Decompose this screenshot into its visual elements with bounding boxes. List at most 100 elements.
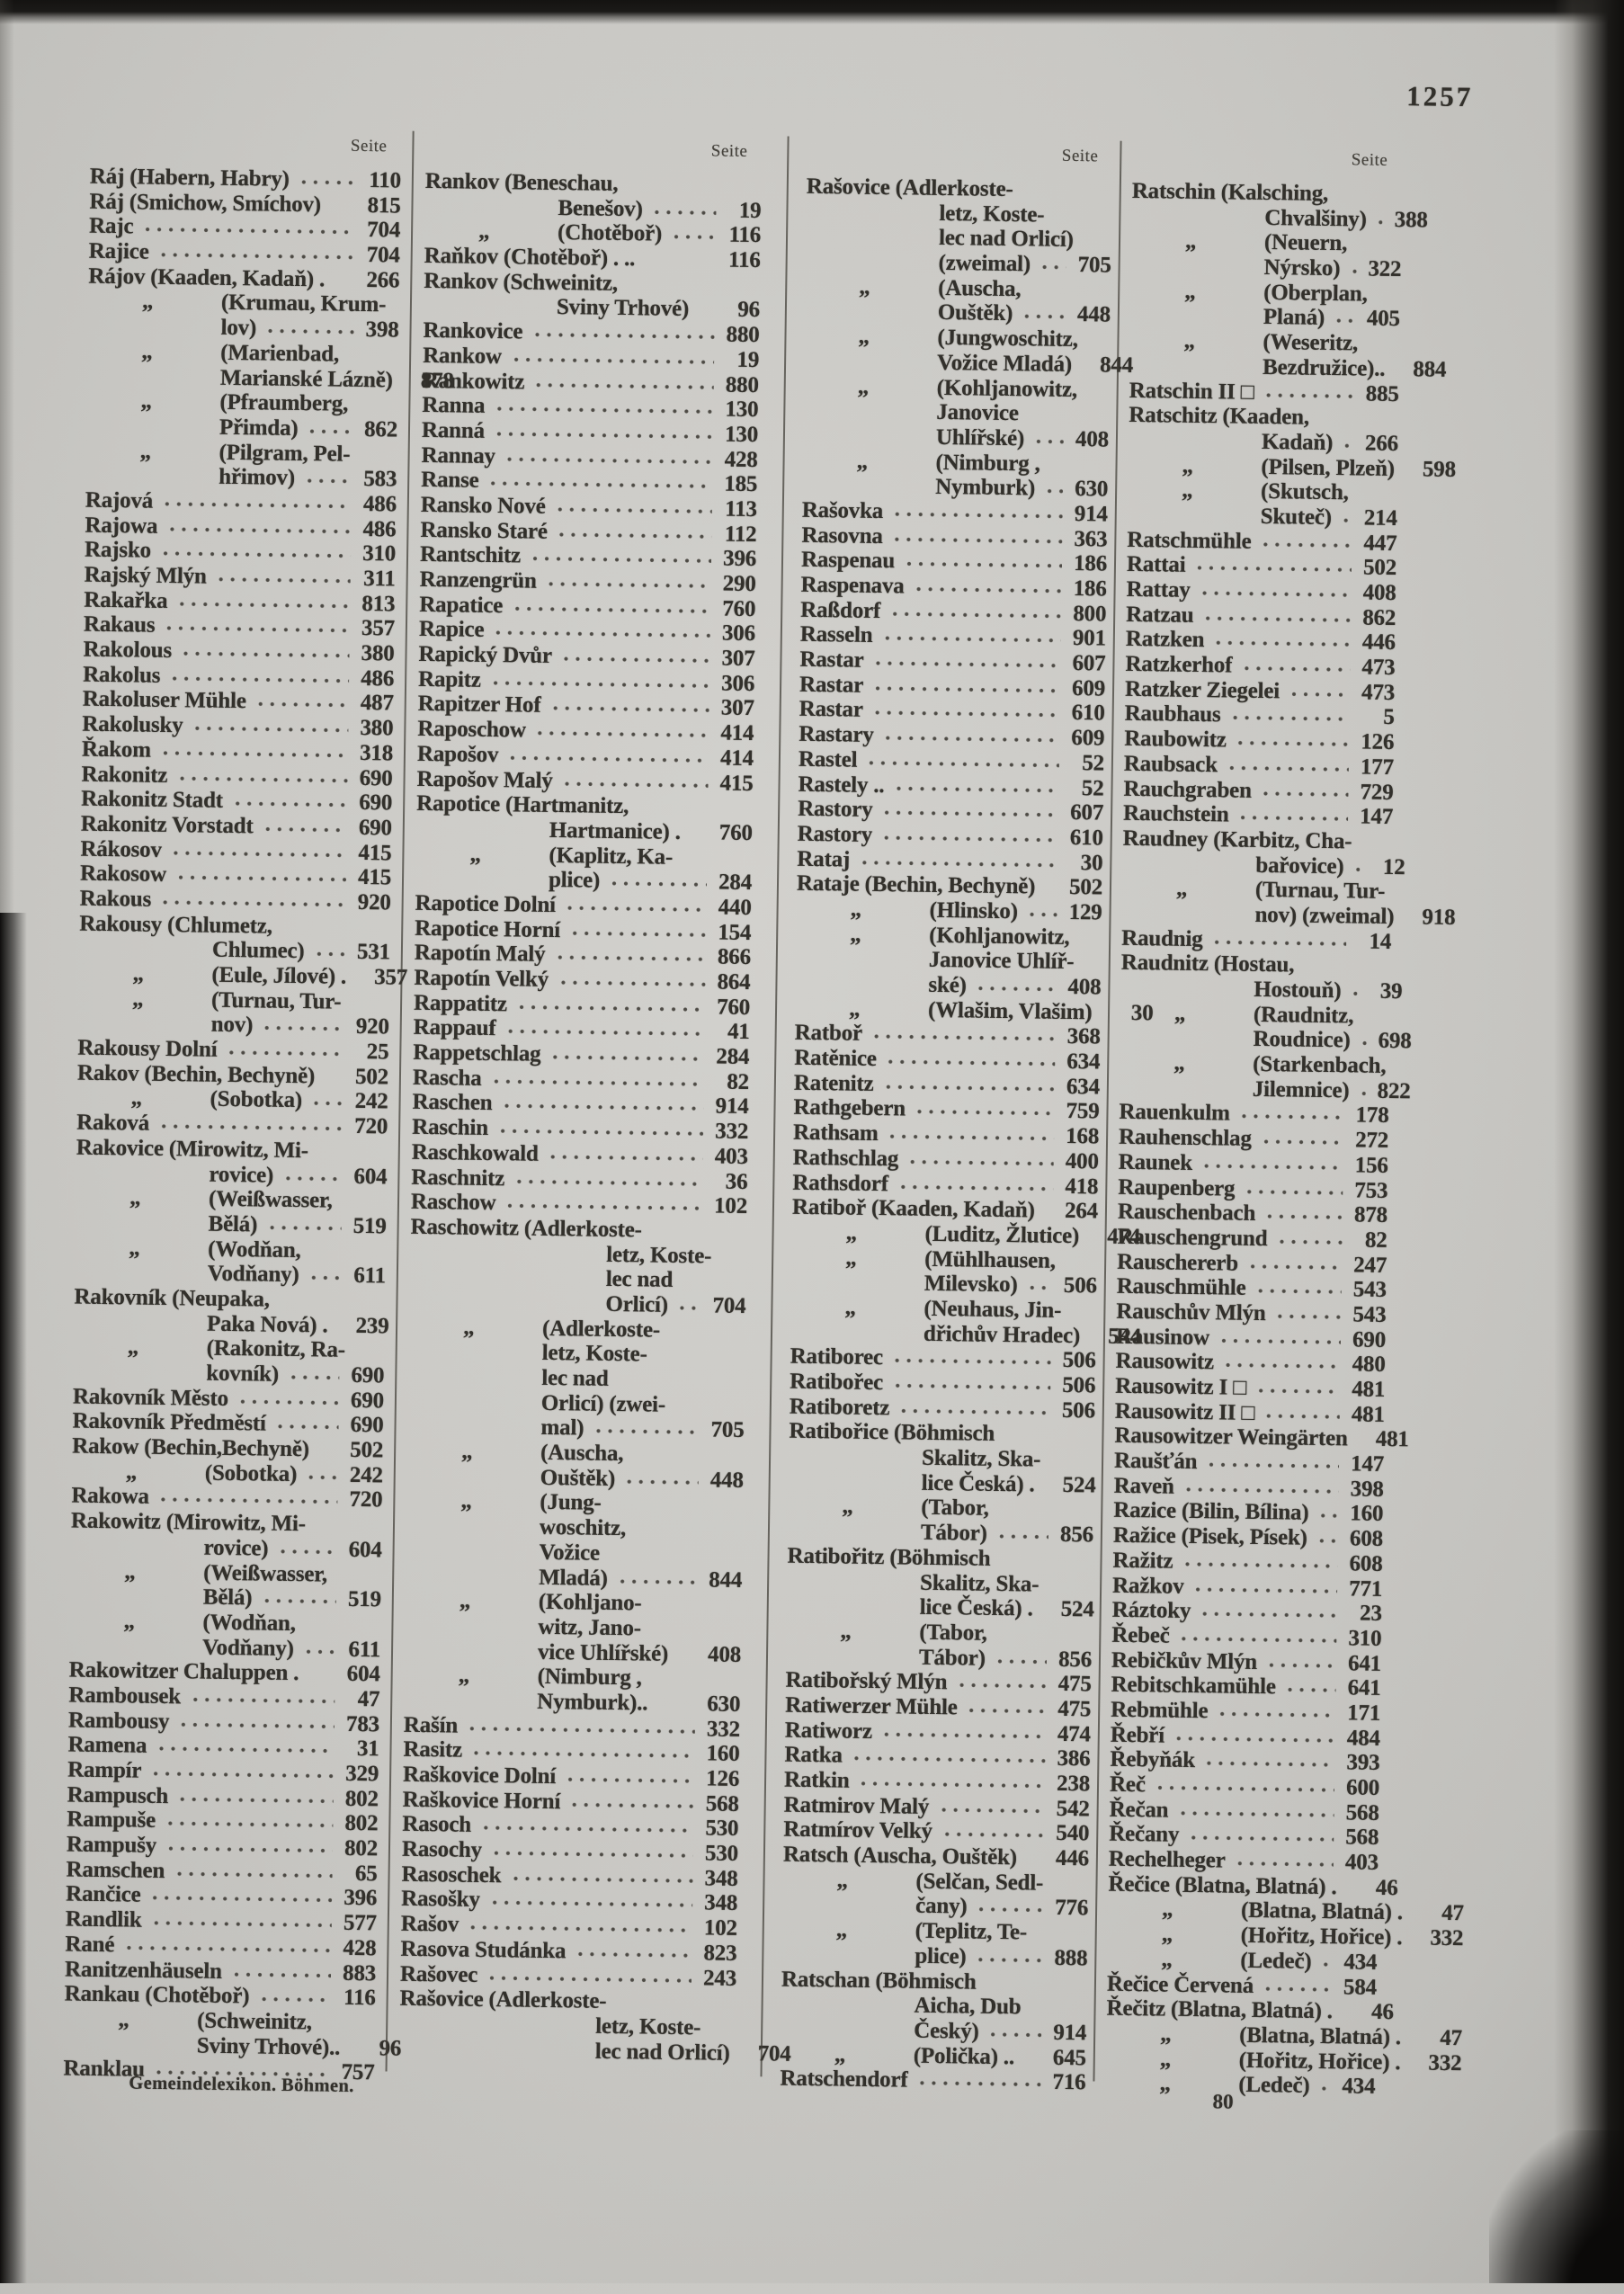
place-name: (Sobotka): [204, 1460, 298, 1486]
place-name: (Schweinitz,: [197, 2008, 312, 2035]
dot-leader: [1322, 1959, 1333, 1968]
place-name: Raňkov (Chotěboř) . ..: [424, 243, 636, 272]
page-ref: 519: [352, 1213, 387, 1239]
place-name: Rané: [65, 1932, 115, 1958]
dot-leader: [517, 1003, 706, 1014]
place-name: Rataje (Bechin, Bechyně): [796, 870, 1036, 899]
index-entry-line: „ (Turnau, Tur-: [1122, 876, 1392, 905]
place-name: Rauschererb: [1116, 1249, 1239, 1276]
page-ref: 332: [1430, 1925, 1464, 1951]
place-name: Janovice Uhlíř-: [928, 948, 1075, 975]
dot-leader: [161, 549, 352, 561]
dot-leader: [1190, 1834, 1334, 1844]
page-ref: 918: [1422, 905, 1456, 930]
place-name: Ramena: [67, 1732, 147, 1759]
page-ref: 242: [354, 1089, 388, 1114]
place-name: rovice): [203, 1535, 269, 1561]
place-name: Ratzker Ziegelei: [1124, 676, 1280, 703]
place-name: Rakow (Bechin,Bechyně): [72, 1433, 310, 1462]
place-name: (Nimburg ,: [537, 1665, 642, 1691]
place-name: Paka Nová) .: [206, 1311, 328, 1338]
page-ref: 405: [1366, 306, 1401, 332]
place-name: Rakowitz (Mirowitz, Mi-: [70, 1508, 307, 1537]
place-name: Ratka: [784, 1742, 843, 1768]
page-ref: 52: [1082, 750, 1105, 776]
page-ref: 783: [345, 1711, 380, 1736]
page-ref: 408: [1067, 974, 1102, 1000]
ditto-mark: „: [132, 961, 145, 986]
place-name: Rasovna: [801, 522, 883, 549]
dot-leader: [570, 928, 707, 939]
place-name: Rausowitzer Weingärten: [1114, 1424, 1348, 1451]
index-column-3: Seite Rašovice (Adlerkoste-letz, Koste-le…: [780, 135, 1153, 2095]
place-name: Rauschův Mlýn: [1116, 1299, 1266, 1326]
index-entry-line: Raušťán 147: [1114, 1449, 1384, 1477]
page-ref: 690: [351, 1362, 385, 1388]
dot-leader: [1359, 1438, 1364, 1446]
page-ref: 716: [1052, 2070, 1086, 2095]
footer-book-title: Gemeindelexikon. Böhmen.: [129, 2073, 354, 2096]
index-entry-line: bařovice) 12: [1122, 851, 1405, 879]
place-name: Rannay: [421, 442, 495, 469]
dot-leader: [1196, 564, 1352, 575]
place-name: (Tabor,: [919, 1620, 987, 1646]
dot-leader: [1352, 989, 1358, 998]
page-ref: 110: [369, 168, 402, 193]
page-ref: 311: [362, 566, 396, 592]
dot-leader: [918, 2079, 1041, 2089]
index-entry-line: Ratschmühle 447: [1127, 527, 1396, 556]
page-ref: 802: [344, 1835, 379, 1861]
index-entry-line: „ (Hořitz, Hořice) . 332: [1106, 2046, 1462, 2075]
scan-edge-top: [0, 0, 1624, 24]
dot-leader: [872, 1032, 1056, 1044]
place-name: Sviny Trhové): [556, 295, 690, 322]
dot-leader: [260, 1995, 331, 2004]
dot-leader: [506, 1201, 703, 1213]
place-name: Rakovník Město: [72, 1384, 229, 1411]
page-ref: 12: [1382, 854, 1405, 879]
page-ref: 864: [717, 969, 751, 995]
place-name: Janovice: [936, 400, 1019, 426]
dot-leader: [492, 1849, 693, 1861]
dot-leader: [1205, 1759, 1335, 1770]
page-ref: 584: [1343, 1974, 1378, 2000]
place-name: Ražitz: [1112, 1548, 1173, 1574]
index-entry-line: Ratschin (Kalsching,: [1132, 179, 1402, 208]
dot-leader: [551, 1053, 705, 1064]
place-name: Ražice (Pisek, Písek): [1112, 1522, 1307, 1550]
place-name: Ratschendorf: [780, 2066, 908, 2093]
place-name: Ratschin II □: [1129, 378, 1254, 405]
place-name: (Weseritz,: [1263, 330, 1359, 356]
place-name: Rapitz: [417, 666, 481, 692]
place-name: Rausowitz II □: [1114, 1398, 1255, 1425]
scan-corner-bottom-right: [1489, 2130, 1624, 2283]
page-ref: 487: [360, 691, 394, 716]
place-name: Ranzengrün: [419, 567, 537, 594]
place-name: Raková: [76, 1110, 150, 1136]
dot-leader: [977, 1955, 1043, 1965]
place-name: Ratzken: [1125, 627, 1205, 653]
dot-leader: [909, 1157, 1054, 1168]
place-name: Chlumec): [211, 937, 305, 964]
index-entry-line: „ (Neuern,: [1131, 228, 1401, 257]
dot-leader: [556, 504, 712, 516]
index-entry-line: Rebitschkamühle 641: [1111, 1673, 1380, 1701]
dot-leader: [882, 1729, 1046, 1741]
place-name: Ramschen: [66, 1857, 165, 1883]
dot-leader: [495, 629, 710, 640]
dot-leader: [488, 1973, 692, 1985]
page-ref: 524: [1062, 1472, 1096, 1498]
page-ref: 630: [1075, 477, 1109, 502]
page-ref: 486: [362, 516, 397, 542]
page-ref: 888: [1054, 1945, 1088, 1971]
dot-leader: [1227, 763, 1349, 774]
place-name: (Sobotka): [210, 1087, 303, 1113]
dot-leader: [309, 1673, 335, 1681]
dot-leader: [193, 724, 349, 735]
dot-leader: [884, 734, 1060, 745]
dot-leader: [1213, 937, 1347, 948]
ditto-mark: „: [1175, 876, 1188, 902]
ditto-mark: „: [124, 1558, 136, 1584]
dot-leader: [611, 879, 708, 889]
